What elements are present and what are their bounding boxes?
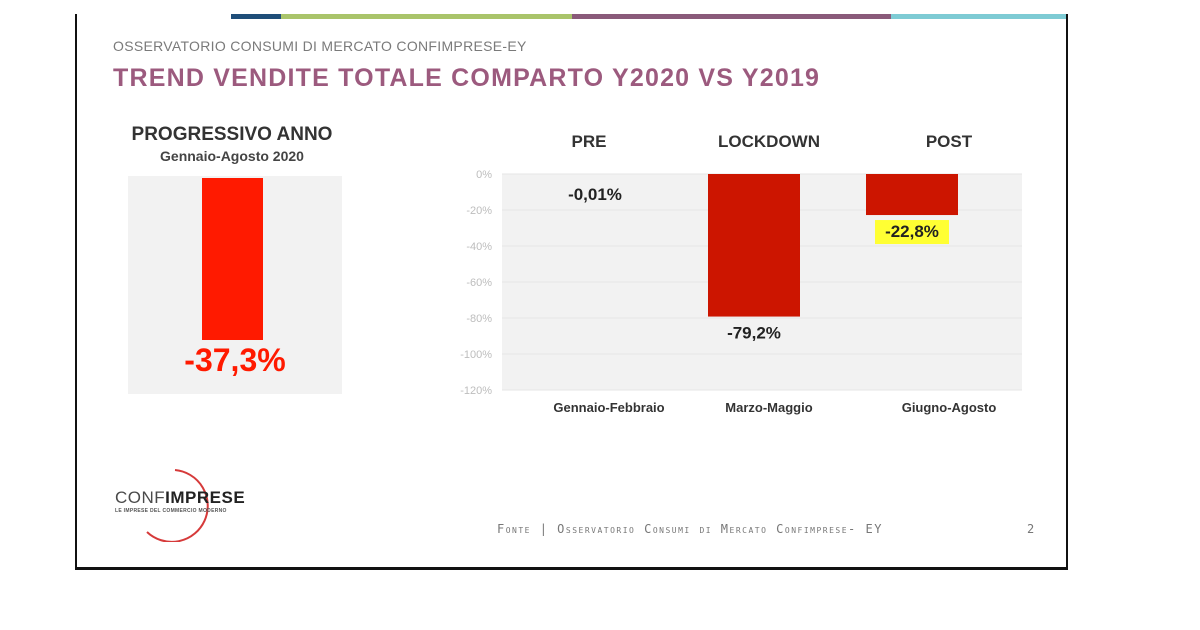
data-label-2: -22,8% <box>885 222 939 241</box>
y-tick-label: 0% <box>476 169 492 181</box>
period-label-post: POST <box>925 132 973 151</box>
data-label-0: -0,01% <box>568 185 622 204</box>
slide-kicker: OSSERVATORIO CONSUMI DI MERCATO CONFIMPR… <box>113 38 527 54</box>
data-label-1: -79,2% <box>727 324 781 343</box>
logo-tagline: LE IMPRESE DEL COMMERCIO MODERNO <box>115 508 227 514</box>
y-tick-label: -100% <box>460 349 492 361</box>
logo-name-part2: IMPRESE <box>165 488 246 507</box>
y-tick-label: -120% <box>460 385 492 397</box>
period-label-lockdown: LOCKDOWN <box>718 132 820 151</box>
footer-source: Fonte | Osservatorio Consumi di Mercato … <box>497 522 883 536</box>
slide: OSSERVATORIO CONSUMI DI MERCATO CONFIMPR… <box>75 14 1068 570</box>
logo-name-part1: CONF <box>115 488 166 507</box>
period-bar-chart: 0% -20% -40% -60% -80% -100% -120% -0,01% -79,2%… <box>460 169 1022 397</box>
y-tick-label: -40% <box>466 241 492 253</box>
page-number: 2 <box>1027 522 1035 536</box>
confimprese-logo: CONFIMPRESE LE IMPRESE DEL COMMERCIO MOD… <box>107 462 245 542</box>
category-label-giu-ago: Giugno-Agosto <box>901 400 997 415</box>
logo-wordmark: CONFIMPRESE <box>115 488 245 508</box>
y-tick-label: -20% <box>466 205 492 217</box>
category-label-gen-feb: Gennaio-Febbraio <box>553 400 665 415</box>
ytd-value-label: -37,3% <box>184 342 286 378</box>
data-label-highlight <box>875 220 949 245</box>
y-tick-label: -60% <box>466 277 492 289</box>
bar-1 <box>708 174 800 317</box>
slide-title: TREND VENDITE TOTALE COMPARTO Y2020 VS Y… <box>113 64 821 92</box>
top-color-bar <box>77 14 1067 19</box>
period-label-pre: PRE <box>571 132 607 151</box>
ytd-bar <box>202 178 263 340</box>
y-tick-label: -80% <box>466 313 492 325</box>
left-panel-box: -37,3% <box>128 176 342 394</box>
left-panel-title: PROGRESSIVO ANNO <box>131 124 333 145</box>
bar-2 <box>866 174 958 216</box>
logo-ring-icon <box>146 469 209 542</box>
category-label-mar-mag: Marzo-Maggio <box>725 400 813 415</box>
left-panel-subtitle: Gennaio-Agosto 2020 <box>160 148 304 164</box>
left-panel-header: PROGRESSIVO ANNO Gennaio-Agosto 2020 <box>117 124 347 164</box>
